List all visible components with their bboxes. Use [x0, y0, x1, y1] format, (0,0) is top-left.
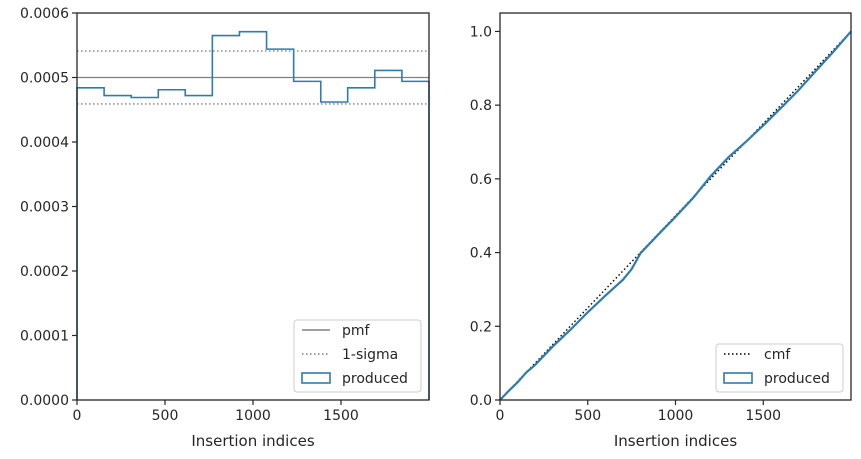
y-tick-label: 0.0003 — [20, 200, 69, 216]
series-produced-histogram — [76, 30, 430, 400]
y-tick-label: 0.8 — [470, 98, 492, 114]
y-tick-label: 1.0 — [470, 24, 492, 40]
x-tick-label: 1000 — [658, 408, 694, 424]
x-tick-label: 500 — [152, 408, 179, 424]
legend-1-sigma-label: 1-sigma — [342, 347, 398, 363]
x-tick-label: 1000 — [235, 408, 271, 424]
y-tick-label: 0.0006 — [20, 6, 69, 22]
left-chart-pmf: 0 500 1000 1500 0.0000 0.0001 0.0002 0.0003 0.00… — [20, 6, 430, 450]
y-tick-label: 0.4 — [470, 246, 492, 262]
x-tick-label: 500 — [574, 408, 601, 424]
x-tick-label: 1500 — [745, 408, 781, 424]
x-axis-label: Insertion indices — [614, 432, 737, 450]
x-tick-label: 0 — [496, 408, 505, 424]
x-tick-label: 1500 — [323, 408, 359, 424]
y-tick-label: 0.0 — [470, 393, 492, 409]
series-cmf-line — [499, 30, 852, 401]
legend-cmf-label: cmf — [764, 347, 791, 363]
y-tick-label: 0.0000 — [20, 393, 69, 409]
legend-produced-handle — [301, 372, 331, 384]
y-tick-label: 0.6 — [470, 172, 492, 188]
y-tick-label: 0.0004 — [20, 135, 69, 151]
legend-box — [715, 343, 844, 393]
right-chart-cmf: 0 500 1000 1500 0.0 0.2 0.4 0.6 0.8 1.0 Insertion … — [470, 12, 852, 450]
y-tick-label: 0.0005 — [20, 71, 69, 87]
legend-produced-label: produced — [342, 371, 408, 387]
x-tick-label: 0 — [73, 408, 82, 424]
legend-pmf-label: pmf — [342, 323, 371, 339]
y-tick-label: 0.0001 — [20, 329, 69, 345]
axes-frame — [499, 12, 852, 401]
x-axis-label: Insertion indices — [191, 432, 314, 450]
y-tick-label: 0.0002 — [20, 264, 69, 280]
y-tick-label: 0.2 — [470, 319, 492, 335]
series-produced-line — [499, 30, 852, 401]
legend-produced-handle — [723, 372, 753, 384]
legend-box — [293, 319, 422, 393]
legend-produced-label: produced — [764, 371, 830, 387]
